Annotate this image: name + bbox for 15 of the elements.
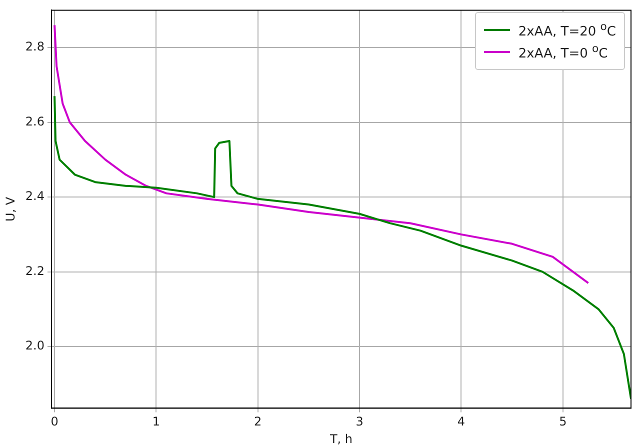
x-tick-label: 0 (50, 414, 58, 429)
legend-label: 2xAA, T=0 $^{o}$C (518, 42, 608, 62)
y-tick-label: 2.8 (25, 40, 44, 54)
x-tick-label: 4 (457, 414, 466, 429)
x-tick-label: 5 (559, 414, 567, 429)
x-tick-label: 2 (254, 414, 262, 429)
x-axis-title: T, h (328, 432, 353, 446)
y-tick-label: 2.2 (25, 264, 44, 278)
y-tick-label: 2.6 (25, 114, 44, 128)
y-axis-title: U, V (3, 196, 18, 222)
y-tick-label: 2.0 (25, 338, 44, 353)
x-tick-label: 1 (152, 414, 160, 429)
legend-label: 2xAA, T=20 $^{o}$C (518, 20, 616, 40)
y-tick-label: 2.4 (25, 189, 44, 204)
x-tick-label: 3 (356, 414, 364, 429)
